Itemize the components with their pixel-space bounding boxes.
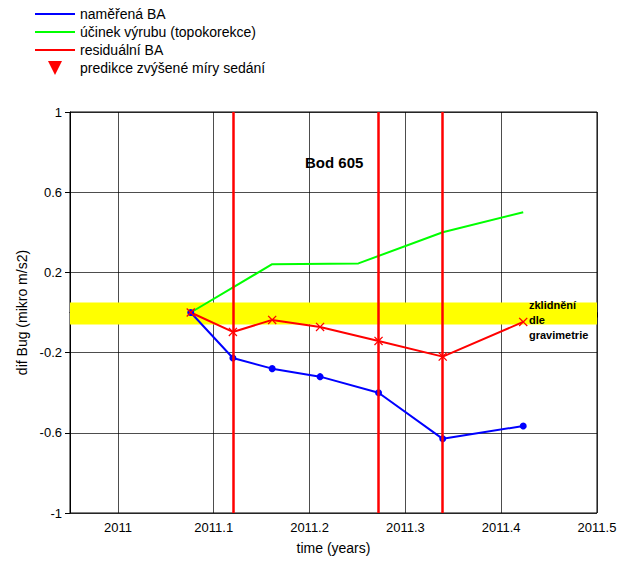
svg-text:2011.3: 2011.3 <box>386 520 425 535</box>
svg-text:gravimetrie: gravimetrie <box>529 329 588 341</box>
svg-text:2011.4: 2011.4 <box>482 520 521 535</box>
svg-text:residuální BA: residuální BA <box>80 42 164 58</box>
svg-text:0.6: 0.6 <box>44 185 62 200</box>
svg-text:time (years): time (years) <box>297 540 371 556</box>
svg-text:dle: dle <box>529 314 545 326</box>
svg-text:-0.2: -0.2 <box>40 345 62 360</box>
svg-text:zklidnění: zklidnění <box>529 299 577 311</box>
svg-text:dif Bug (mikro m/s2): dif Bug (mikro m/s2) <box>14 250 30 375</box>
svg-text:0.2: 0.2 <box>44 265 62 280</box>
svg-text:-0.6: -0.6 <box>40 425 62 440</box>
svg-text:-1: -1 <box>50 506 62 521</box>
svg-text:2011: 2011 <box>104 520 132 535</box>
svg-text:predikce zvýšené míry sedání: predikce zvýšené míry sedání <box>80 60 265 76</box>
svg-text:Bod 605: Bod 605 <box>305 154 363 171</box>
svg-text:1: 1 <box>55 105 62 120</box>
svg-text:2011.5: 2011.5 <box>578 520 617 535</box>
svg-text:naměřená BA: naměřená BA <box>80 6 166 22</box>
svg-text:účinek výrubu (topokorekce): účinek výrubu (topokorekce) <box>80 24 256 40</box>
svg-text:2011.1: 2011.1 <box>194 520 233 535</box>
svg-text:2011.2: 2011.2 <box>290 520 329 535</box>
